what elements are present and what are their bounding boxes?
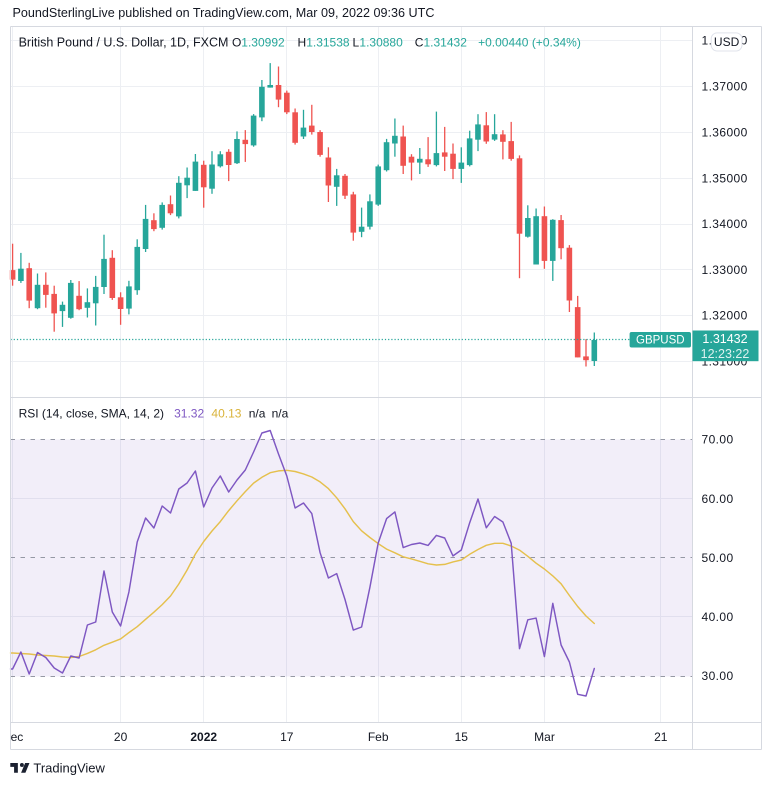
svg-text:British Pound / U.S. Dollar, 1: British Pound / U.S. Dollar, 1D, FXCM <box>19 35 229 49</box>
svg-text:RSI (14, close, SMA, 14, 2): RSI (14, close, SMA, 14, 2) <box>19 406 164 420</box>
svg-text:TradingView: TradingView <box>33 760 105 775</box>
svg-text:40.13: 40.13 <box>211 406 241 420</box>
svg-text:1.31538: 1.31538 <box>306 35 350 49</box>
svg-text:n/a: n/a <box>249 406 266 420</box>
svg-text:1.31432: 1.31432 <box>424 35 468 49</box>
svg-text:30.00: 30.00 <box>702 669 734 683</box>
svg-text:17: 17 <box>280 730 294 744</box>
svg-text:21: 21 <box>654 730 668 744</box>
svg-text:20: 20 <box>114 730 128 744</box>
svg-text:2022: 2022 <box>190 730 217 744</box>
svg-text:+0.00440 (+0.34%): +0.00440 (+0.34%) <box>478 35 581 49</box>
svg-text:H: H <box>298 35 307 49</box>
svg-text:C: C <box>415 35 424 49</box>
svg-text:L: L <box>353 35 360 49</box>
svg-text:GBPUSD: GBPUSD <box>636 335 685 347</box>
svg-text:1.37000: 1.37000 <box>702 80 748 94</box>
svg-text:1.30992: 1.30992 <box>241 35 285 49</box>
svg-text:40.00: 40.00 <box>702 610 734 624</box>
svg-text:15: 15 <box>455 730 469 744</box>
svg-text:Dec: Dec <box>2 730 23 744</box>
svg-text:31.32: 31.32 <box>174 406 204 420</box>
svg-text:1.34000: 1.34000 <box>702 217 748 231</box>
svg-text:1.35000: 1.35000 <box>702 171 748 185</box>
svg-text:1.36000: 1.36000 <box>702 126 748 140</box>
svg-text:50.00: 50.00 <box>702 551 734 565</box>
svg-text:12:23:22: 12:23:22 <box>701 347 750 361</box>
svg-text:n/a: n/a <box>272 406 289 420</box>
svg-text:1.33000: 1.33000 <box>702 263 748 277</box>
svg-text:60.00: 60.00 <box>702 492 734 506</box>
svg-text:O: O <box>232 35 241 49</box>
svg-text:Feb: Feb <box>368 730 389 744</box>
svg-text:70.00: 70.00 <box>702 433 734 447</box>
svg-text:1.30880: 1.30880 <box>359 35 403 49</box>
svg-text:Mar: Mar <box>534 730 555 744</box>
svg-text:1.32000: 1.32000 <box>702 309 748 323</box>
svg-text:USD: USD <box>714 35 740 49</box>
svg-text:1.31432: 1.31432 <box>702 332 747 346</box>
